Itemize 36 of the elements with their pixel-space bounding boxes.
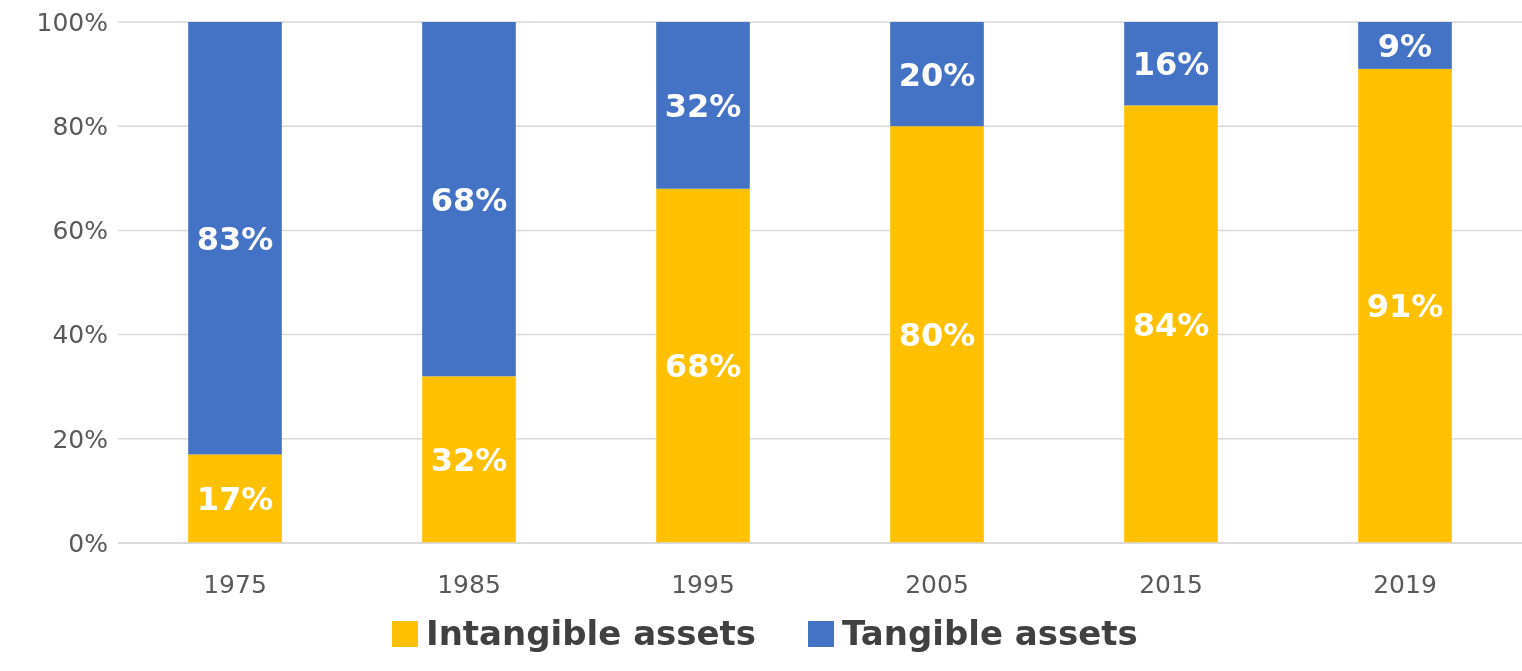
y-tick-label: 60% — [52, 216, 108, 246]
data-label: 17% — [196, 480, 274, 519]
data-label: 68% — [664, 347, 742, 386]
x-tick-label: 2019 — [1373, 570, 1437, 599]
x-tick-label: 2005 — [905, 570, 969, 599]
bar — [656, 22, 750, 189]
x-tick-label: 1975 — [203, 570, 267, 599]
y-tick-label: 80% — [52, 111, 108, 141]
bar — [1124, 105, 1218, 543]
x-tick-label: 1985 — [437, 570, 501, 599]
legend-label: Tangible assets — [842, 613, 1138, 653]
y-tick-label: 0% — [68, 528, 108, 558]
data-label: 20% — [898, 55, 976, 94]
data-label: 32% — [664, 86, 742, 125]
data-label: 84% — [1132, 305, 1210, 344]
y-tick-label: 100% — [36, 7, 108, 37]
bar — [188, 454, 282, 543]
data-label: 68% — [430, 180, 508, 219]
legend-label: Intangible assets — [426, 613, 757, 653]
bar — [422, 376, 516, 543]
y-tick-label: 20% — [52, 424, 108, 454]
data-label: 32% — [430, 441, 508, 480]
data-label: 9% — [1377, 26, 1433, 65]
bar — [1358, 68, 1452, 543]
bar — [188, 22, 282, 455]
y-tick-label: 40% — [52, 320, 108, 350]
data-label: 83% — [196, 219, 274, 258]
x-tick-label: 2015 — [1139, 570, 1203, 599]
data-label: 91% — [1366, 287, 1444, 326]
bar — [422, 22, 516, 377]
x-tick-label: 1995 — [671, 570, 735, 599]
bar — [890, 22, 984, 127]
data-label: 80% — [898, 316, 976, 355]
data-label: 16% — [1132, 45, 1210, 84]
bar — [890, 126, 984, 543]
bar — [656, 188, 750, 543]
